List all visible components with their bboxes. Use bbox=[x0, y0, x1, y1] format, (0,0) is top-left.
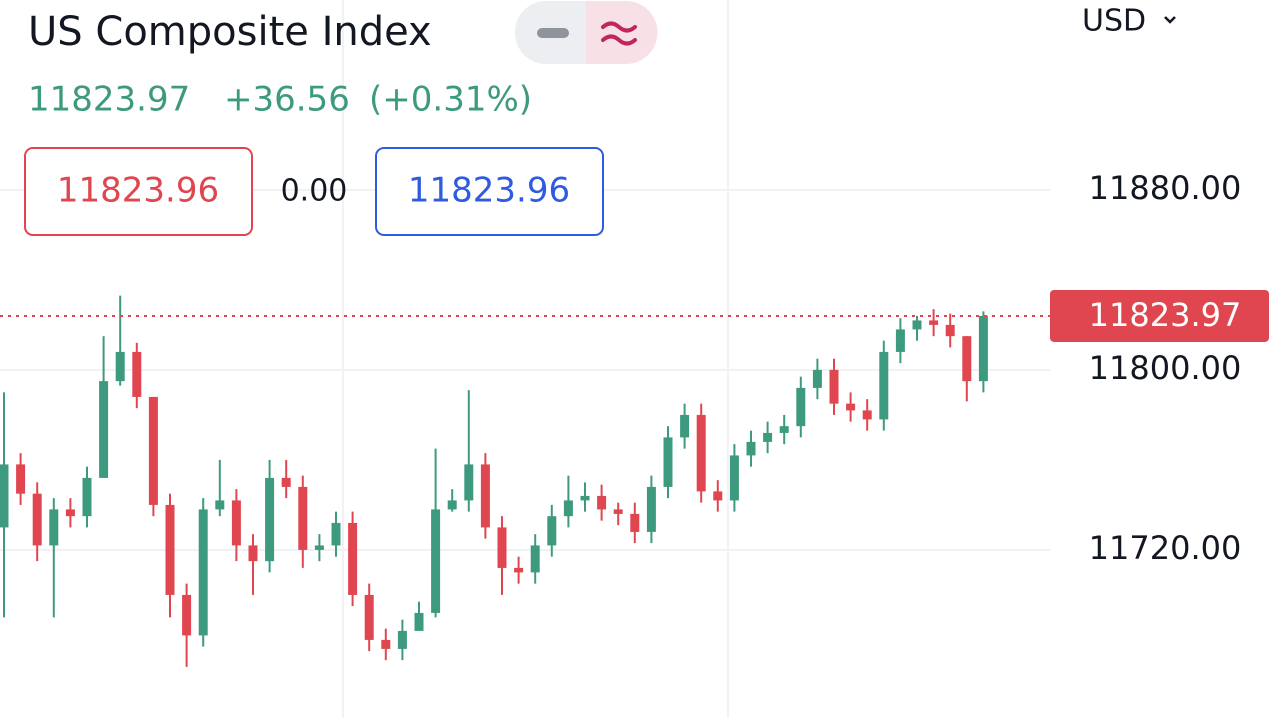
candle-body bbox=[198, 509, 208, 636]
candle-body bbox=[763, 432, 773, 442]
candle-body bbox=[663, 437, 673, 487]
approx-icon bbox=[601, 21, 637, 46]
y-tick-label: 11880.00 bbox=[1089, 169, 1242, 207]
candle-body bbox=[729, 455, 739, 501]
candle-body bbox=[165, 504, 175, 595]
candle-body bbox=[895, 329, 905, 352]
candle-body bbox=[464, 464, 474, 501]
candle-body bbox=[713, 491, 723, 501]
candle-body bbox=[148, 396, 158, 505]
sell-box bbox=[24, 147, 253, 236]
toggle-active bbox=[586, 1, 658, 64]
candle-body bbox=[182, 594, 192, 636]
candle-body bbox=[447, 500, 457, 510]
candle-body bbox=[646, 486, 656, 532]
change: +36.56 bbox=[224, 80, 350, 120]
candle-body bbox=[779, 426, 789, 433]
candle-body bbox=[846, 403, 856, 411]
last-price-label: 11823.97 bbox=[1089, 296, 1242, 334]
spread: 0.00 bbox=[281, 174, 348, 209]
candle-body bbox=[879, 351, 889, 420]
candle-body bbox=[862, 410, 872, 420]
sell-button[interactable]: 11823.96 bbox=[24, 147, 253, 236]
candle-body bbox=[530, 545, 540, 573]
minus-icon bbox=[537, 28, 569, 38]
candle-body bbox=[0, 464, 9, 528]
candle-body bbox=[364, 594, 374, 640]
candle-body bbox=[514, 567, 524, 573]
last-price-box bbox=[1050, 289, 1269, 342]
price: 11823.97 bbox=[28, 80, 190, 120]
candle-body bbox=[497, 527, 507, 568]
candle-body bbox=[480, 464, 490, 528]
candle-body bbox=[563, 500, 573, 517]
candle-body bbox=[381, 639, 391, 649]
plot bbox=[0, 188, 1050, 667]
candle-body bbox=[215, 500, 225, 510]
title: US Composite Index bbox=[28, 9, 432, 55]
buy-button[interactable]: 11823.96 bbox=[375, 147, 604, 236]
candle-body bbox=[580, 495, 590, 501]
candle-body bbox=[132, 351, 142, 397]
candle-body bbox=[945, 324, 955, 337]
candle-body bbox=[281, 477, 291, 487]
candle-body bbox=[597, 495, 607, 510]
candle-body bbox=[630, 513, 640, 532]
currency-select[interactable]: USD bbox=[1082, 4, 1176, 39]
candle-body bbox=[265, 477, 275, 562]
candle-body bbox=[414, 612, 424, 631]
y-tick-label: 11800.00 bbox=[1089, 349, 1242, 387]
sell-price: 11823.96 bbox=[57, 171, 219, 211]
candle-body bbox=[397, 630, 407, 649]
candle-body bbox=[331, 522, 341, 546]
candle-body bbox=[696, 414, 706, 492]
candle-body bbox=[613, 509, 623, 514]
candle-body bbox=[115, 351, 125, 382]
candle-body bbox=[746, 441, 756, 456]
candle-body bbox=[912, 320, 922, 330]
candle-body bbox=[65, 509, 75, 517]
chevron bbox=[1164, 16, 1176, 24]
candle-body bbox=[680, 414, 690, 438]
currency: USD bbox=[1082, 4, 1146, 39]
candle-body bbox=[348, 522, 358, 595]
candle-body bbox=[82, 477, 92, 517]
candle-body bbox=[431, 509, 441, 613]
candle-body bbox=[16, 464, 26, 494]
candle-body bbox=[962, 336, 972, 382]
candle-body bbox=[314, 545, 324, 550]
candle-body bbox=[32, 493, 42, 546]
y-tick-label: 11720.00 bbox=[1089, 529, 1242, 567]
candle-body bbox=[99, 381, 109, 478]
candle-body bbox=[248, 545, 258, 562]
buy-box bbox=[375, 147, 604, 236]
candle-body bbox=[231, 500, 241, 546]
candle-body bbox=[929, 320, 939, 325]
candle-body bbox=[547, 516, 557, 546]
change-pct: (+0.31%) bbox=[369, 80, 532, 120]
candle-body bbox=[298, 486, 308, 550]
candle-body bbox=[796, 387, 806, 427]
buy-price: 11823.96 bbox=[408, 171, 570, 211]
candle-body bbox=[49, 509, 59, 546]
candle-body bbox=[829, 369, 839, 404]
mode-toggle[interactable] bbox=[515, 1, 658, 64]
candle-body bbox=[978, 315, 988, 382]
candle-body bbox=[812, 369, 822, 388]
